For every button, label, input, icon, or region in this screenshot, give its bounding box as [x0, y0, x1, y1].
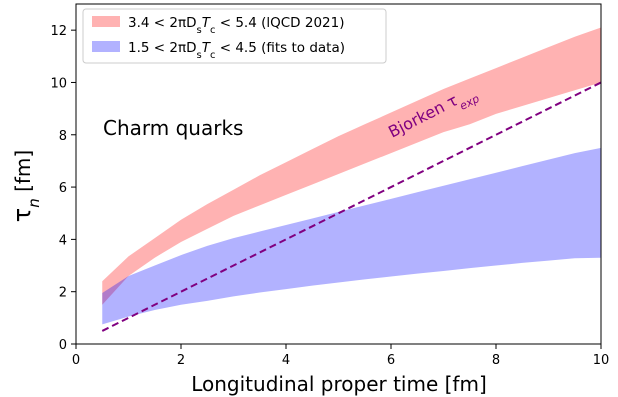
x-axis-label: Longitudinal proper time [fm] [191, 372, 487, 396]
x-tick-label: 8 [492, 353, 500, 368]
legend-fits-post: < 4.5 (fits to data) [215, 40, 345, 56]
x-tick-label: 6 [387, 353, 395, 368]
legend-box [82, 8, 387, 64]
x-tick-label: 4 [282, 353, 290, 368]
y-tick-label: 4 [59, 233, 67, 248]
y-tick-label: 0 [59, 338, 67, 353]
y-tick-label: 12 [50, 24, 67, 39]
y-axis-label-main: τ [8, 208, 36, 222]
y-axis-label: τn [fm] [8, 150, 43, 222]
plot-area [101, 27, 602, 332]
legend-fits-sub-c: c [210, 50, 216, 61]
axes-ticks: 0 2 4 6 8 10 0 2 4 6 8 10 12 [50, 24, 609, 368]
charm-quarks-annotation: Charm quarks [103, 116, 243, 140]
legend-label-fits: 1.5 < 2πDsTc < 4.5 (fits to data) [128, 40, 345, 61]
x-tick-label: 2 [177, 353, 185, 368]
legend-fits-T: T [202, 40, 212, 56]
x-tick-label: 10 [593, 353, 610, 368]
legend-fits-pre: 1.5 < 2πD [128, 40, 196, 56]
y-tick-label: 2 [59, 286, 67, 301]
legend-fits-sub-s: s [196, 50, 201, 61]
band-lqcd [102, 27, 601, 305]
band-fits [102, 147, 601, 325]
legend-label-lqcd: 3.4 < 2πDsTc < 5.4 (lQCD 2021) [128, 15, 345, 36]
legend-lqcd-T: T [202, 15, 212, 31]
legend-lqcd-post: < 5.4 (lQCD 2021) [215, 15, 344, 31]
bjorken-line [101, 81, 602, 332]
legend-lqcd-sub-c: c [210, 25, 216, 36]
y-axis-label-sub: n [25, 198, 43, 208]
y-tick-label: 10 [50, 76, 67, 91]
legend-swatch-fits [92, 41, 120, 52]
y-tick-label: 8 [59, 129, 67, 144]
y-axis-label-unit: [fm] [11, 150, 35, 199]
x-tick-label: 0 [72, 353, 80, 368]
y-tick-label: 6 [59, 181, 67, 196]
legend-swatch-lqcd [92, 16, 120, 27]
legend-lqcd-pre: 3.4 < 2πD [128, 15, 196, 31]
axes-frame [75, 3, 602, 345]
legend: 3.4 < 2πDsTc < 5.4 (lQCD 2021) 1.5 < 2πD… [82, 8, 387, 64]
legend-lqcd-sub-s: s [196, 25, 201, 36]
